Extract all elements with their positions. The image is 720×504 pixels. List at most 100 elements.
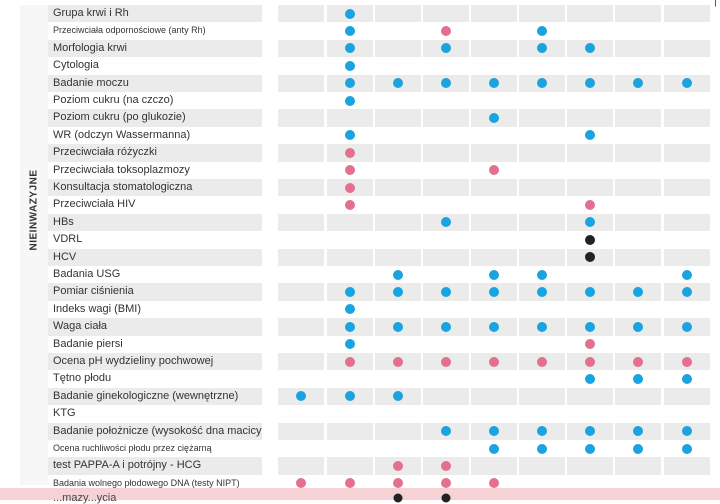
schedule-cell <box>471 161 517 179</box>
schedule-cell <box>278 74 324 92</box>
schedule-cell <box>471 266 517 284</box>
blue-dot-icon <box>682 269 692 280</box>
exam-name: Przeciwciała różyczki <box>48 144 262 162</box>
schedule-cell <box>615 74 661 92</box>
schedule-cell <box>664 405 710 423</box>
schedule-cell <box>664 457 710 475</box>
pink-dot-icon <box>296 478 306 489</box>
schedule-cell <box>327 22 373 40</box>
blue-dot-icon <box>585 321 595 332</box>
exam-name: Badania wolnego płodowego DNA (testy NIP… <box>48 474 262 493</box>
blue-dot-icon <box>585 374 595 385</box>
schedule-cell <box>615 213 661 232</box>
exam-name: Waga ciała <box>48 318 262 336</box>
schedule-cell <box>327 387 373 406</box>
exam-name: Poziom cukru (po glukozie) <box>48 109 262 127</box>
schedule-cell <box>327 161 373 179</box>
exam-name: Ocena ruchliwości płodu przez ciężarną <box>48 440 262 458</box>
schedule-cell <box>423 126 469 145</box>
pink-dot-icon <box>345 356 355 367</box>
schedule-cell <box>471 144 517 162</box>
schedule-cell <box>278 248 324 266</box>
schedule-cell <box>375 266 421 284</box>
table-row: Tętno płodu <box>48 370 720 388</box>
schedule-cell <box>423 161 469 179</box>
schedule-cell <box>375 161 421 179</box>
schedule-cell <box>278 318 324 336</box>
schedule-cell <box>567 266 613 284</box>
schedule-cell <box>278 5 324 23</box>
side-group-label: NIEINWAZYJNE <box>28 169 40 251</box>
schedule-cell <box>567 74 613 92</box>
side-group-bar <box>20 5 48 485</box>
pink-dot-icon <box>633 356 643 367</box>
schedule-cell <box>278 22 324 40</box>
schedule-cell <box>615 353 661 371</box>
schedule-cell <box>375 109 421 127</box>
schedule-cell <box>375 387 421 406</box>
schedule-cell <box>664 248 710 266</box>
schedule-cell <box>519 353 565 371</box>
blue-dot-icon <box>537 287 547 298</box>
blue-dot-icon <box>585 287 595 298</box>
schedule-cell <box>375 57 421 75</box>
blue-dot-icon <box>345 130 355 141</box>
table-row: Badania USG <box>48 266 720 284</box>
table-row: Indeks wagi (BMI) <box>48 300 720 319</box>
schedule-cell <box>278 387 324 406</box>
schedule-cell <box>519 231 565 249</box>
schedule-cell <box>375 5 421 23</box>
schedule-cell <box>327 144 373 162</box>
schedule-cell <box>423 387 469 406</box>
schedule-cell <box>327 179 373 197</box>
pink-dot-icon <box>489 356 499 367</box>
schedule-cell <box>615 405 661 423</box>
schedule-cell <box>327 335 373 353</box>
schedule-cell <box>471 283 517 301</box>
blue-dot-icon <box>345 60 355 71</box>
schedule-cell <box>471 370 517 388</box>
blue-dot-icon <box>537 321 547 332</box>
exam-name: Morfologia krwi <box>48 39 262 58</box>
schedule-cell <box>423 353 469 371</box>
blue-dot-icon <box>489 113 499 124</box>
schedule-cell <box>471 92 517 110</box>
schedule-cell <box>278 144 324 162</box>
schedule-cell <box>423 231 469 249</box>
schedule-cell <box>375 440 421 458</box>
schedule-cell <box>327 92 373 110</box>
schedule-cell <box>519 213 565 232</box>
blue-dot-icon <box>489 443 499 454</box>
blue-dot-icon <box>585 130 595 141</box>
blue-dot-icon <box>345 78 355 89</box>
schedule-cell <box>519 283 565 301</box>
schedule-cell <box>615 300 661 319</box>
blue-dot-icon <box>682 78 692 89</box>
blue-dot-icon <box>682 443 692 454</box>
schedule-cell <box>375 179 421 197</box>
schedule-cell <box>567 353 613 371</box>
pink-dot-icon <box>345 478 355 489</box>
schedule-cell <box>567 161 613 179</box>
schedule-cell <box>423 248 469 266</box>
schedule-cell <box>664 474 710 493</box>
blue-dot-icon <box>345 304 355 315</box>
schedule-cell <box>471 335 517 353</box>
schedule-cell <box>278 213 324 232</box>
blue-dot-icon <box>489 269 499 280</box>
table-row: HBs <box>48 213 720 232</box>
schedule-cell <box>615 370 661 388</box>
schedule-cell <box>567 179 613 197</box>
schedule-cell <box>278 422 324 440</box>
blue-dot-icon <box>345 26 355 37</box>
schedule-cell <box>327 266 373 284</box>
schedule-cell <box>375 74 421 92</box>
schedule-cell <box>278 370 324 388</box>
schedule-cell <box>519 126 565 145</box>
cropped-header-mark: | <box>714 0 717 7</box>
black-dot-icon <box>393 493 403 503</box>
schedule-cell <box>375 144 421 162</box>
schedule-cell <box>471 196 517 214</box>
schedule-cell <box>375 353 421 371</box>
schedule-cell <box>615 57 661 75</box>
